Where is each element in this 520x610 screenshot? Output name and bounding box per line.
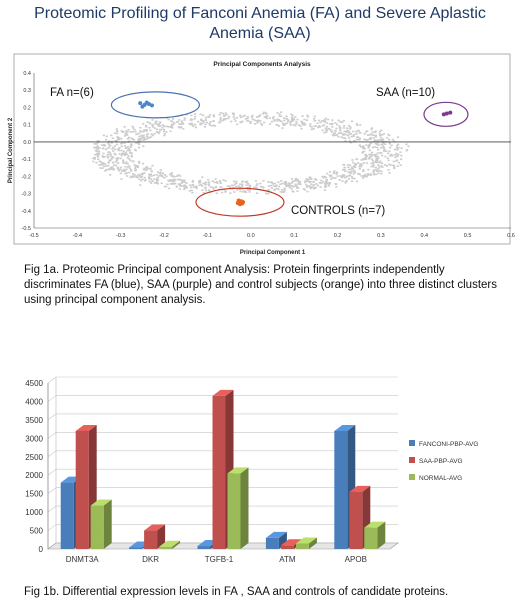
caption-fig1a-text: Proteomic Principal component Analysis: … xyxy=(24,264,497,306)
pca-xtick-label: -0.1 xyxy=(203,233,212,239)
pca-xlabel: Principal Component 1 xyxy=(240,250,306,256)
bar-normal-avg-dnmt3a xyxy=(90,499,112,549)
bar-grid-diag xyxy=(47,487,57,494)
bar-category-label: ATM xyxy=(279,555,296,564)
bar-fanconi-pbp-avg-dnmt3a xyxy=(60,476,82,549)
fa-point xyxy=(149,103,154,108)
saa-point xyxy=(448,110,453,115)
bar-category-label: APOB xyxy=(345,555,367,564)
pca-background-cloud xyxy=(92,111,410,195)
bar-normal-avg-dkr xyxy=(159,540,181,549)
bar-ytick-label: 500 xyxy=(30,527,44,536)
pca-xtick-label: 0.6 xyxy=(507,233,515,239)
bar-grid-diag xyxy=(47,450,57,458)
legend-label: SAA-PBP-AVG xyxy=(419,458,463,465)
bar-ytick-label: 3000 xyxy=(25,434,43,443)
pca-xtick-label: 0.1 xyxy=(290,233,298,239)
caption-fig1a-head: Fig 1a. xyxy=(24,264,60,276)
annotation-fa: FA n=(6) xyxy=(50,87,94,99)
pca-xtick-label: 0.3 xyxy=(377,233,385,239)
bar-saa-pbp-avg-apob xyxy=(349,485,371,549)
pca-ytick-label: -0.4 xyxy=(22,209,31,215)
pca-xtick-label: 0.4 xyxy=(420,233,428,239)
bar-ytick-label: 1000 xyxy=(25,508,43,517)
controls-cluster-ellipse xyxy=(195,187,285,217)
pca-ytick-label: 0.0 xyxy=(23,140,31,146)
bar-grid-diag xyxy=(47,542,57,550)
main-title-line1: Proteomic Profiling of Fanconi Anemia (F… xyxy=(34,5,486,22)
pca-title: Principal Components Analysis xyxy=(213,61,311,68)
pca-frame xyxy=(13,53,511,245)
bar-category-label: DNMT3A xyxy=(66,555,100,564)
pca-ytick-label: -0.3 xyxy=(22,192,31,198)
bar-ytick-label: 4500 xyxy=(25,379,43,388)
bar-grid-diag xyxy=(47,524,57,531)
bar-ytick-label: 3500 xyxy=(25,416,43,425)
bar-category-label: TGFB-1 xyxy=(205,555,234,564)
fa-cluster-ellipse xyxy=(110,91,201,119)
pca-chart: Principal Components Analysis -0.5 -0.4 -0.… xyxy=(8,53,515,256)
legend-label: FANCONI-PBP-AVG xyxy=(419,441,478,448)
pca-xtick-label: 0.0 xyxy=(247,233,255,239)
controls-point xyxy=(238,200,243,205)
pca-ytick-label: 0.2 xyxy=(23,105,31,111)
bar-fanconi-pbp-avg-tgfb-1 xyxy=(197,540,219,549)
pca-xtick-label: -0.4 xyxy=(73,233,82,239)
caption-fig1b: Fig 1b. Differential expression levels i… xyxy=(24,586,449,598)
bar-ytick-label: 2000 xyxy=(25,471,43,480)
bar-category-label: DKR xyxy=(142,555,159,564)
bar-fanconi-pbp-avg-atm xyxy=(265,531,287,549)
pca-xtick-label: 0.5 xyxy=(464,233,472,239)
bar-saa-pbp-avg-dkr xyxy=(144,524,166,549)
bar-saa-pbp-avg-tgfb-1 xyxy=(212,389,234,549)
pca-xtick-label: -0.2 xyxy=(159,233,168,239)
saa-point xyxy=(441,112,446,117)
bar-floor xyxy=(47,542,399,550)
legend-swatch xyxy=(409,457,415,463)
bar-fanconi-pbp-avg-dkr xyxy=(129,541,151,549)
fa-point xyxy=(138,101,143,106)
bar-grid-diag xyxy=(47,376,57,384)
bar-grid-diag xyxy=(47,505,57,513)
bar-grid-diag xyxy=(47,468,57,476)
pca-ytick-label: -0.2 xyxy=(22,174,31,180)
pca-ytick-label: -0.1 xyxy=(22,157,31,163)
caption-fig1a: Fig 1a. Proteomic Principal component An… xyxy=(24,263,504,308)
bar-grid-diag xyxy=(47,432,57,439)
bar-ytick-label: 4000 xyxy=(25,397,43,406)
bar-normal-avg-atm xyxy=(295,537,317,549)
bar-ytick-label: 1500 xyxy=(25,490,43,499)
annotation-saa: SAA (n=10) xyxy=(376,87,435,99)
main-title: Proteomic Profiling of Fanconi Anemia (F… xyxy=(0,4,520,44)
pca-ylabel: Principal Component 2 xyxy=(8,117,14,183)
pca-xtick-label: 0.2 xyxy=(334,233,342,239)
pca-xtick-label: -0.5 xyxy=(29,233,38,239)
bar-saa-pbp-avg-atm xyxy=(280,539,302,549)
pca-ytick-label: -0.5 xyxy=(22,226,31,232)
legend-swatch xyxy=(409,440,415,446)
pca-xtick-label: -0.3 xyxy=(116,233,125,239)
legend-swatch xyxy=(409,474,415,480)
pca-ytick-label: 0.3 xyxy=(23,88,31,94)
bar-saa-pbp-avg-dnmt3a xyxy=(75,424,97,549)
bar-grid-diag xyxy=(47,413,57,421)
pca-ytick-label: 0.4 xyxy=(23,71,31,77)
bar-grid-diag xyxy=(47,395,57,402)
legend-label: NORMAL-AVG xyxy=(419,475,462,482)
fa-point xyxy=(144,100,149,105)
bar-normal-avg-apob xyxy=(364,521,386,549)
saa-point xyxy=(444,111,449,116)
annotation-controls: CONTROLS (n=7) xyxy=(291,205,385,217)
bar-fanconi-pbp-avg-apob xyxy=(334,424,356,549)
saa-cluster-ellipse xyxy=(423,101,469,127)
main-title-line2: Anemia (SAA) xyxy=(209,25,311,42)
bar-ytick-label: 2500 xyxy=(25,453,43,462)
bar-ytick-label: 0 xyxy=(39,545,44,554)
pca-ytick-label: 0.1 xyxy=(23,123,31,129)
bar-normal-avg-tgfb-1 xyxy=(227,467,249,549)
fa-point xyxy=(140,104,145,109)
